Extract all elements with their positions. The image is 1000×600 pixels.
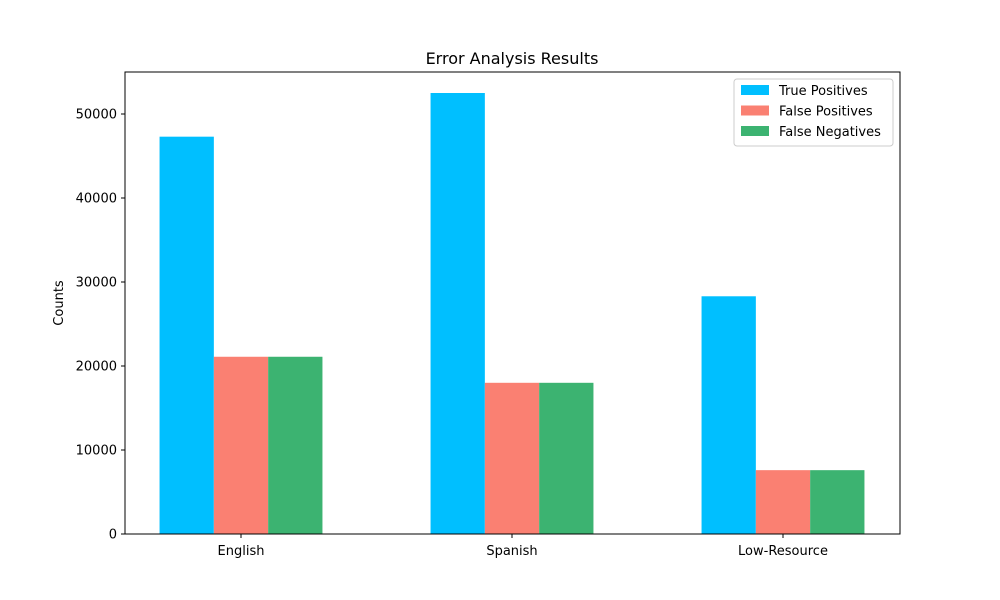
bar-true-positives-english (159, 136, 214, 534)
legend-swatch (741, 105, 769, 116)
x-tick-label: Low-Resource (738, 544, 828, 559)
bar-false-positives-low-resource (755, 470, 811, 534)
x-tick-label: Spanish (486, 544, 537, 559)
y-tick-label: 10000 (76, 444, 117, 459)
y-tick-label: 20000 (76, 360, 117, 375)
legend-label: False Positives (779, 105, 873, 120)
legend-box (733, 78, 894, 147)
chart-title: Error Analysis Results (426, 49, 599, 68)
bar-true-positives-low-resource (701, 296, 756, 534)
y-tick-label: 30000 (76, 276, 117, 291)
y-tick-label: 0 (109, 528, 117, 543)
legend-label: True Positives (778, 84, 868, 99)
legend-swatch (741, 126, 769, 136)
y-tick-label: 50000 (76, 108, 117, 123)
bar-false-positives-spanish (484, 382, 540, 534)
x-tick-label: English (218, 544, 265, 559)
bar-false-negatives-spanish (539, 382, 594, 534)
legend-label: False Negatives (779, 125, 881, 140)
y-axis-label: Counts (52, 280, 67, 326)
bar-true-positives-spanish (430, 93, 485, 534)
y-axis: 0 10000 20000 30000 40000 50000 (76, 108, 125, 543)
x-axis: English Spanish Low-Resource (218, 534, 828, 559)
bar-false-positives-english (213, 356, 269, 534)
bars-group (159, 93, 865, 534)
legend: True Positives False Positives False Negat… (733, 78, 894, 147)
bar-false-negatives-low-resource (810, 470, 865, 534)
y-tick-label: 40000 (76, 192, 117, 207)
plot-frame (124, 71, 901, 535)
bar-false-negatives-english (268, 356, 323, 534)
legend-swatch (741, 85, 769, 95)
